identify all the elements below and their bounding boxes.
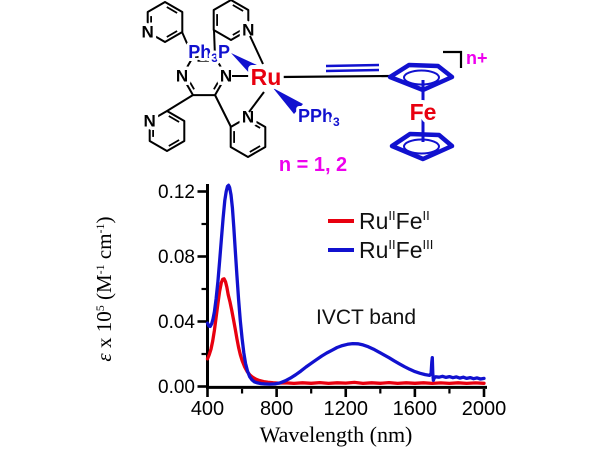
legend-swatch-blue xyxy=(328,247,354,252)
charge-bracket xyxy=(443,50,463,68)
nitrogen-atom-label: N xyxy=(176,67,188,86)
ruthenium-label: Ru xyxy=(251,64,282,90)
x-tick-label-1200: 1200 xyxy=(324,398,369,420)
legend-label-ru2fe3: RuIIFeIII xyxy=(359,236,434,263)
y-tick-label-0.12: 0.12 xyxy=(158,182,195,203)
x-axis-title: Wavelength (nm) xyxy=(259,422,413,447)
cp-ring-bottom-inner xyxy=(403,138,440,155)
x-tick-label-400: 400 xyxy=(191,398,224,420)
y-tick-label-0: 0.00 xyxy=(158,377,195,398)
cp-ring-bottom xyxy=(389,131,455,162)
pyridine-ring-bottom-left-double-bond xyxy=(168,139,180,147)
pyrazine-ring-double-bond xyxy=(213,77,222,90)
bond xyxy=(214,94,232,128)
pyridine-ring-bottom-right-double-bond xyxy=(249,121,261,129)
chart-legend: RuIIFeII RuIIFeIII xyxy=(328,206,433,264)
phosphine-right-base: PPh xyxy=(298,106,333,126)
legend-swatch-red xyxy=(328,218,354,223)
alkyne-triple-line xyxy=(325,63,380,68)
alkyne-triple-line xyxy=(325,68,380,73)
pyridine-ring-top-right-double-bond xyxy=(232,4,244,12)
pyrazine-ring-double-bond xyxy=(186,77,195,90)
y-tick-label-0.04: 0.04 xyxy=(158,312,195,333)
bond xyxy=(166,94,194,112)
charge-label: n+ xyxy=(466,48,488,68)
pyridine-ring-bottom-right-double-bond xyxy=(249,145,261,153)
nitrogen-atom-label: N xyxy=(242,21,254,40)
legend-item-ru2fe3: RuIIFeIII xyxy=(328,235,433,264)
epsilon-symbol: ε xyxy=(92,353,116,362)
pyridine-ring-top-left-double-bond xyxy=(166,6,178,14)
x-tick-label-1600: 1600 xyxy=(393,398,438,420)
phosphine-left-p: P xyxy=(218,42,230,62)
wedge-bond-ph3p xyxy=(231,53,259,75)
y-axis-title: ε x 105 (M-1 cm-1) xyxy=(92,216,116,362)
nitrogen-atom-label: N xyxy=(242,108,254,127)
cp-ring-top xyxy=(387,62,455,93)
nitrogen-atom-label: N xyxy=(142,23,154,42)
pyridine-ring-bottom-left xyxy=(148,110,186,152)
series-curve-Ru(II)Fe(III) xyxy=(205,183,486,386)
phosphine-right-label: PPh3 xyxy=(298,106,340,129)
bond xyxy=(249,35,264,65)
wedge-bond-pph3 xyxy=(273,88,303,114)
legend-item-ru2fe2: RuIIFeII xyxy=(328,206,433,235)
bond xyxy=(248,91,265,113)
legend-label-ru2fe2: RuIIFeII xyxy=(359,207,430,234)
alkyne-bond xyxy=(279,74,392,79)
x-tick-label-800: 800 xyxy=(260,398,293,420)
bond xyxy=(181,31,194,58)
pyridine-ring-top-right-double-bond xyxy=(232,28,244,36)
nitrogen-atom-label: N xyxy=(144,112,156,131)
n-values-label: n = 1, 2 xyxy=(279,154,347,176)
nitrogen-atom-label: N xyxy=(220,67,232,86)
y-tick-label-0.08: 0.08 xyxy=(158,247,195,268)
pyridine-ring-top-left xyxy=(146,1,184,43)
pyridine-ring-top-left-double-bond xyxy=(166,30,178,38)
x-tick-label-2000: 2000 xyxy=(462,398,507,420)
ivct-band-annotation: IVCT band xyxy=(316,306,417,329)
phosphine-left-base: Ph xyxy=(188,42,211,62)
pyridine-ring-top-right xyxy=(212,0,250,41)
series-curve-Ru(II)Fe(II) xyxy=(205,277,486,386)
bond xyxy=(213,29,216,58)
iron-label: Fe xyxy=(410,99,437,125)
pyridine-ring-bottom-left-double-bond xyxy=(168,115,180,123)
